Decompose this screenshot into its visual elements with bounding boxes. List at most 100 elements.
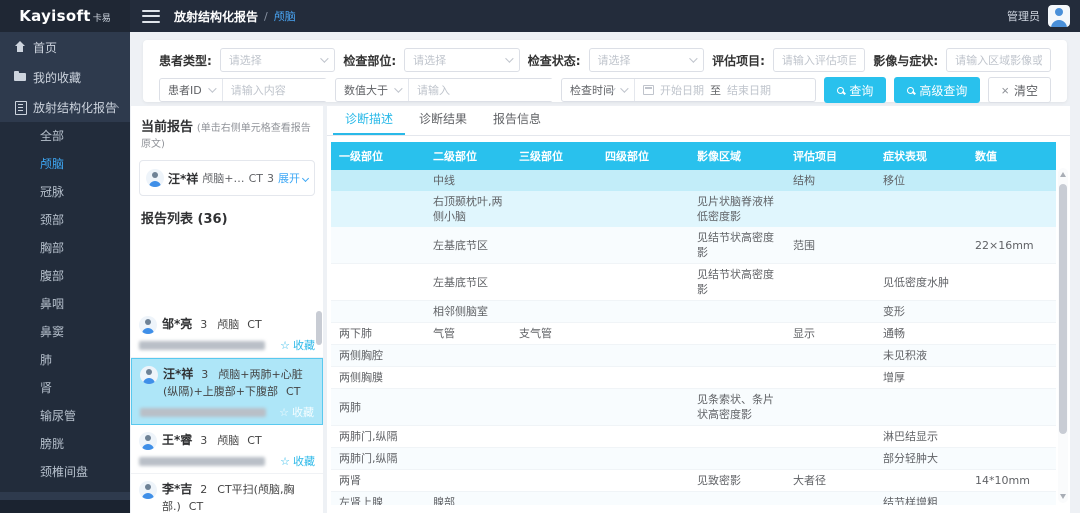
table-cell [511,170,597,191]
table-row[interactable]: 左基底节区 见结节状高密度影 见低密度水肿 [331,263,1056,301]
breadcrumb: 放射结构化报告 / 颅脑 [174,8,296,25]
report-item-summary: 王*睿 3 颅脑 CT [139,432,315,450]
sidebar-item-home[interactable]: 首页 [0,32,130,62]
table-scrollbar[interactable] [1058,168,1068,503]
filter-select-2[interactable]: 请选择 [588,48,705,72]
report-list-item[interactable]: 邹*亮 3 颅脑 CT ☆ 收藏 [131,309,323,358]
column-header: 评估项目 [785,142,875,170]
table-row[interactable]: 中线 结构 移位 [331,170,1056,191]
tab-报告信息[interactable]: 报告信息 [493,112,542,126]
filter-select-1[interactable]: 请选择 [404,48,520,72]
tab-诊断结果[interactable]: 诊断结果 [419,112,468,126]
table-row[interactable]: 左基底节区 见结节状高密度影 范围 22×16mm [331,227,1056,264]
filter-select-0[interactable]: 请选择 [219,48,336,72]
table-cell [785,425,875,448]
filter-input-wrap-0 [772,48,866,72]
table-cell: 见条索状、条片状高密度影 [689,388,785,426]
clear-button[interactable]: × 清空 [988,77,1051,103]
table-row[interactable]: 两肾 见致密影 大者径 14*10mm [331,469,1056,492]
table-cell [511,344,597,367]
sidebar-subitem[interactable]: 冠脉 [40,185,65,199]
current-report-card[interactable]: 汪*祥 颅脑+两肺+心... CT 3 展开 [139,160,315,196]
favorite-button[interactable]: ☆ 收藏 [280,453,315,469]
modality: CT [247,318,262,331]
report-panel: 当前报告 (单击右侧单元格查看报告原文) 汪*祥 颅脑+两肺+心... CT 3… [131,106,323,513]
tab-诊断描述[interactable]: 诊断描述 [333,106,406,135]
filter-input-0[interactable] [773,49,865,71]
expand-button[interactable]: 展开 [278,170,310,186]
scroll-up-icon[interactable] [1060,172,1066,177]
sidebar-subitem[interactable]: 肾 [40,381,53,395]
sidebar-subitem[interactable]: 鼻咽 [40,297,65,311]
sidebar-subitem[interactable]: 输尿管 [40,409,77,423]
sidebar-subitem[interactable]: 颈椎间盘 [40,465,89,479]
document-icon [14,101,27,115]
sidebar-subitem[interactable]: 腹部 [40,269,65,283]
table-cell [597,263,689,301]
table-cell: 左基底节区 [425,227,511,264]
table-cell: 通畅 [875,322,967,345]
date-range-picker[interactable]: 开始日期 至 结束日期 [634,79,815,101]
table-cell [425,344,511,367]
sidebar-group-structured-reports[interactable]: 放射结构化报告 [0,92,130,122]
value-operator-select[interactable]: 数值大于 [336,79,408,101]
table-cell [967,447,1056,470]
table-cell: 两肺门,纵隔 [331,425,425,448]
report-list-item[interactable]: 汪*祥 3 颅脑+两肺+心脏(纵隔)+上腹部+下腹部 CT ☆ 收藏 [131,358,323,425]
favorite-button[interactable]: ☆ 收藏 [279,404,314,420]
table-scrollbar-thumb[interactable] [1059,184,1067,434]
table-row[interactable]: 相邻侧脑室 变形 [331,300,1056,323]
sidebar-subitem[interactable]: 胸部 [40,241,65,255]
value-filter-group: 数值大于 单位 [335,78,616,102]
menu-toggle-icon[interactable] [142,9,160,23]
table-cell [875,227,967,264]
table-row[interactable]: 两侧胸腔 未见积液 [331,344,1056,367]
list-scrollbar-thumb[interactable] [316,311,322,345]
table-row[interactable]: 两肺门,纵隔 部分轻肿大 [331,447,1056,470]
table-cell [689,170,785,191]
table-cell: 见片状脑脊液样低密度影 [689,191,785,227]
chevron-down-icon [394,84,403,93]
sidebar-subitem[interactable]: 鼻窦 [40,325,65,339]
advanced-search-button[interactable]: 高级查询 [894,77,981,103]
table-row[interactable]: 两肺 见条索状、条片状高密度影 [331,388,1056,426]
table-row[interactable]: 两下肺 气管 支气管 显示 通畅 [331,322,1056,345]
table-row[interactable]: 两肺门,纵隔 淋巴结显示 [331,425,1056,448]
filter-input-1[interactable] [947,49,1051,71]
exam-time-select[interactable]: 检查时间 [562,79,634,101]
sidebar-subitem[interactable]: 全部 [40,129,65,143]
current-report-hint: (单击右侧单元格查看报告原文) [141,123,311,150]
sidebar-subitem[interactable]: 颅脑 [40,157,65,171]
report-list-item[interactable]: 王*睿 3 颅脑 CT ☆ 收藏 [131,425,323,474]
filter-label: 影像与症状: [873,53,939,68]
table-row[interactable]: 两侧胸膜 增厚 [331,366,1056,389]
sidebar-item-label: 我的收藏 [33,70,82,85]
user-avatar[interactable] [1048,5,1070,27]
table-cell [785,447,875,470]
table-row[interactable]: 右顶颞枕叶,两侧小脑 见片状脑脊液样低密度影 [331,191,1056,227]
end-date-placeholder[interactable]: 结束日期 [727,84,771,97]
patient-avatar [146,169,164,187]
table-cell [331,170,425,191]
breadcrumb-root[interactable]: 放射结构化报告 [174,9,259,24]
select-placeholder: 请选择 [597,54,631,67]
calendar-icon [643,85,654,95]
sidebar-subitem[interactable]: 肺 [40,353,53,367]
sidebar-item-favorites[interactable]: 我的收藏 [0,62,130,92]
table-cell: 显示 [785,322,875,345]
sidebar-subitem[interactable]: 膀胱 [40,437,65,451]
scroll-down-icon[interactable] [1060,494,1066,499]
column-header: 影像区域 [689,142,785,170]
patient-id-select[interactable]: 患者ID [160,79,222,101]
table-cell [785,366,875,389]
favorite-button[interactable]: ☆ 收藏 [280,337,315,353]
table-cell: 两侧胸膜 [331,366,425,389]
start-date-placeholder[interactable]: 开始日期 [660,84,704,97]
search-button[interactable]: 查询 [824,77,887,103]
table-cell: 相邻侧脑室 [425,300,511,323]
sidebar-subitem[interactable]: 颈部 [40,213,65,227]
value-input[interactable] [409,79,570,101]
table-row[interactable]: 左肾上腺 腺部 结节样增粗 [331,491,1056,505]
report-list: 邹*亮 3 颅脑 CT ☆ 收藏 汪*祥 3 颅脑+两肺+心脏(纵隔)+上腹部+下腹部 CT ☆ 收藏… [131,309,323,513]
